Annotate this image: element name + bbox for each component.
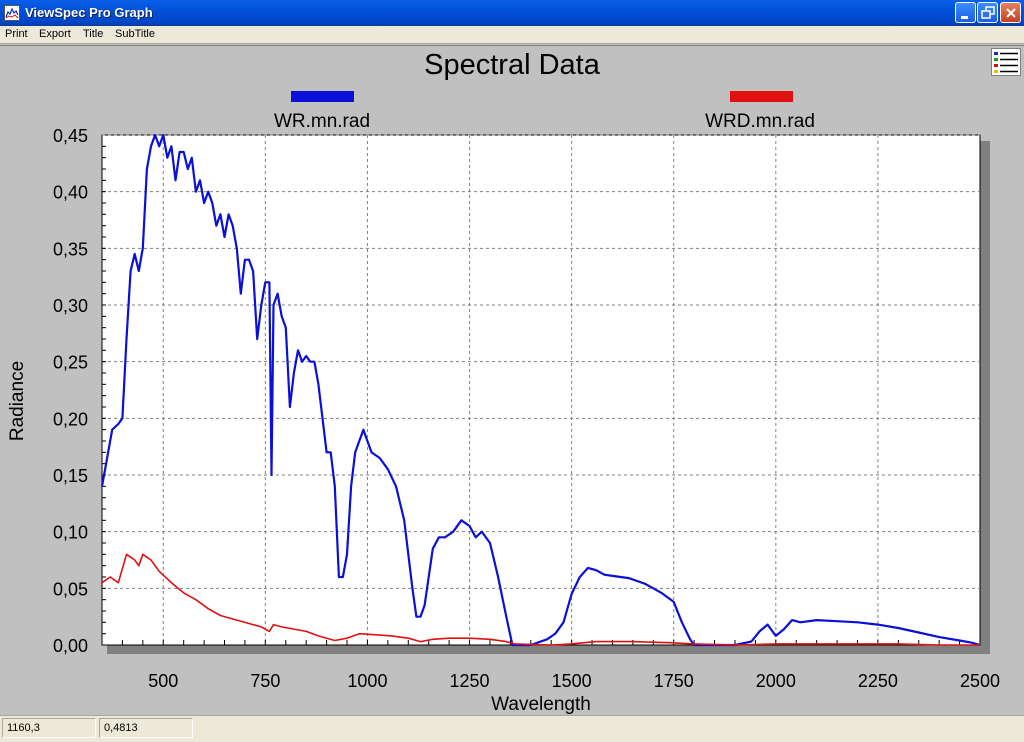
window-title: ViewSpec Pro Graph	[25, 5, 153, 20]
x-axis-label: Wavelength	[491, 694, 591, 715]
x-tick-label: 2000	[756, 671, 796, 691]
menu-export[interactable]: Export	[39, 28, 71, 40]
menu-bar: Print Export Title SubTitle	[0, 26, 1024, 44]
grid-lines	[102, 134, 980, 645]
series-line-wrd	[101, 553, 980, 646]
y-tick-label: 0,40	[53, 183, 88, 203]
restore-icon	[981, 6, 995, 19]
legend-list-icon	[994, 52, 1018, 73]
y-axis-label: Radiance	[7, 361, 28, 441]
y-coordinate-readout: 0,4813	[99, 718, 193, 738]
x-tick-label: 2250	[858, 671, 898, 691]
x-tick-label: 500	[148, 671, 178, 691]
legend-swatch-wrd	[730, 91, 793, 102]
legend-label-wrd: WRD.mn.rad	[705, 111, 815, 132]
spectral-chart[interactable]: 500 750 1000 1250 1500 1750 2000 2250 2500 0,000…	[0, 45, 1024, 715]
close-button[interactable]	[1000, 2, 1021, 23]
menu-print[interactable]: Print	[5, 28, 28, 40]
y-tick-label: 0,25	[53, 353, 88, 373]
minimize-icon	[961, 16, 968, 19]
y-tick-label: 0,00	[53, 636, 88, 656]
graph-app-icon	[4, 5, 20, 21]
status-bar: 1160,3 0,4813	[0, 715, 1024, 742]
legend-toggle-button[interactable]	[991, 48, 1021, 76]
x-tick-label: 1500	[552, 671, 592, 691]
chart-title: Spectral Data	[424, 49, 601, 81]
y-tick-labels: 0,00 0,05 0,10 0,15 0,20 0,25 0,30 0,35 0,40 0,45	[53, 126, 88, 656]
y-tick-label: 0,30	[53, 296, 88, 316]
y-tick-label: 0,20	[53, 409, 88, 429]
close-icon	[1006, 8, 1016, 18]
y-tick-label: 0,45	[53, 126, 88, 146]
x-tick-labels: 500 750 1000 1250 1500 1750 2000 2250 2500	[148, 671, 1000, 691]
legend-swatch-wr	[291, 91, 354, 102]
x-tick-label: 750	[250, 671, 280, 691]
x-tick-label: 1000	[347, 671, 387, 691]
series-layer	[100, 133, 981, 647]
x-tick-label: 1750	[654, 671, 694, 691]
plot-area	[101, 134, 981, 646]
menu-subtitle[interactable]: SubTitle	[115, 28, 155, 40]
x-coordinate-readout: 1160,3	[2, 718, 96, 738]
minimize-button[interactable]	[955, 2, 976, 23]
series-line-wr	[100, 133, 981, 647]
menu-title[interactable]: Title	[83, 28, 104, 40]
legend-label-wr: WR.mn.rad	[274, 111, 370, 132]
y-tick-label: 0,10	[53, 523, 88, 543]
y-tick-label: 0,35	[53, 239, 88, 259]
title-bar[interactable]: ViewSpec Pro Graph	[0, 0, 1024, 26]
x-tick-label: 1250	[450, 671, 490, 691]
restore-button[interactable]	[977, 2, 998, 23]
x-tick-label: 2500	[960, 671, 1000, 691]
y-tick-label: 0,15	[53, 466, 88, 486]
y-tick-label: 0,05	[53, 579, 88, 599]
